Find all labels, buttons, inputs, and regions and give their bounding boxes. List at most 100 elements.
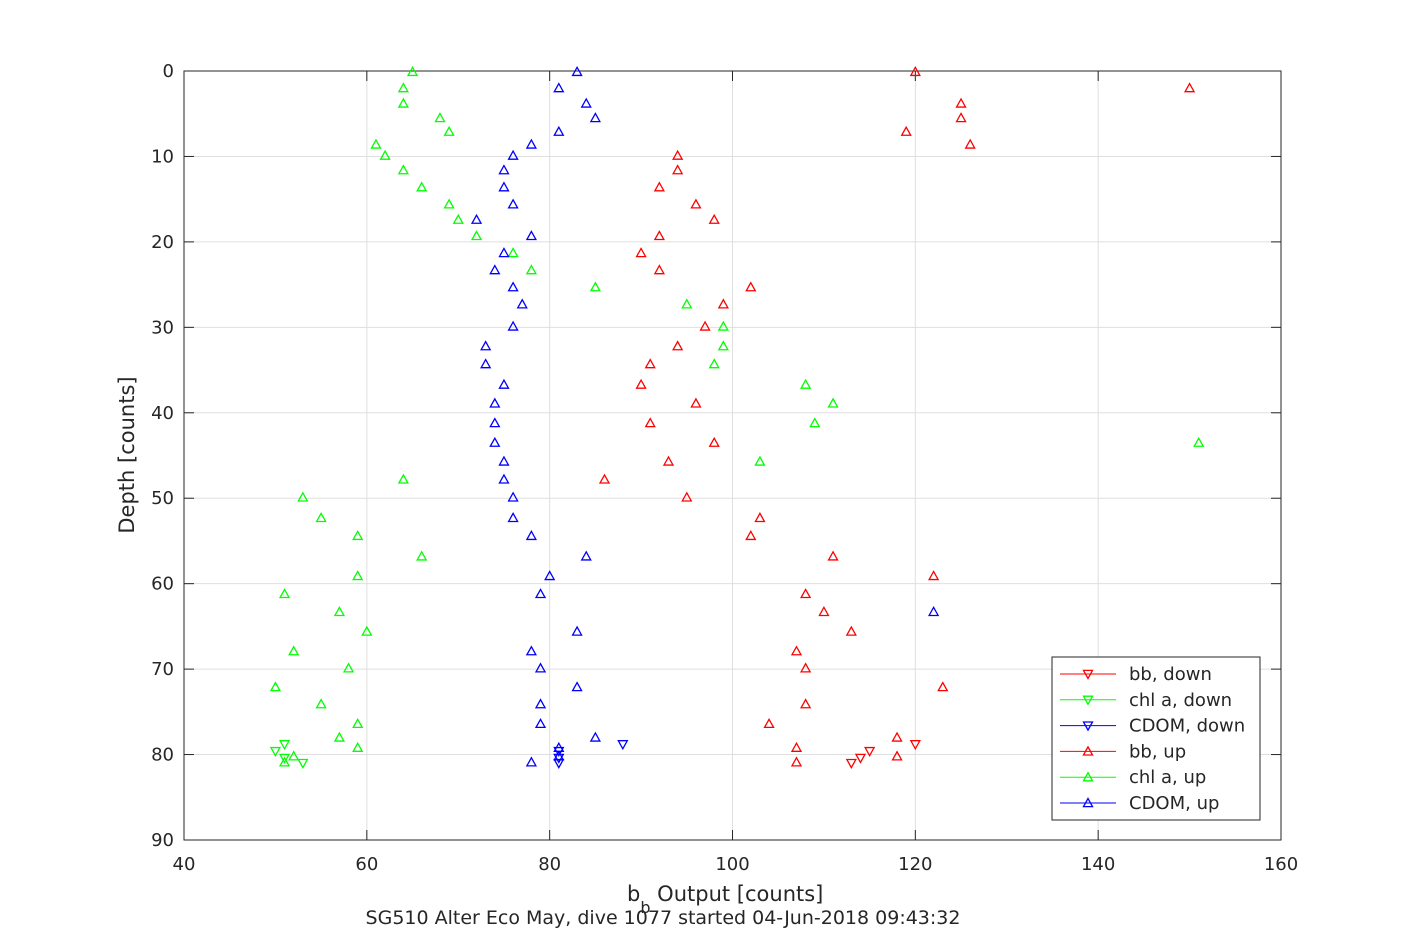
data-point xyxy=(352,741,364,752)
data-point xyxy=(342,662,355,673)
data-point xyxy=(589,112,601,123)
data-point xyxy=(1193,436,1205,447)
data-markers xyxy=(269,66,1205,769)
data-point xyxy=(653,230,665,241)
data-point xyxy=(507,320,519,331)
data-point xyxy=(333,606,346,617)
legend-label: bb, down xyxy=(1129,664,1212,685)
data-point xyxy=(754,512,766,523)
data-point xyxy=(269,746,282,757)
data-point xyxy=(397,473,410,484)
data-point xyxy=(790,645,803,656)
data-point xyxy=(708,358,720,369)
series-chl-a-down xyxy=(269,740,309,769)
data-point xyxy=(489,397,501,408)
data-point xyxy=(598,473,611,484)
data-point xyxy=(800,378,812,389)
y-tick-label: 0 xyxy=(163,61,174,82)
data-point xyxy=(681,298,693,309)
data-point xyxy=(278,756,291,767)
data-point xyxy=(525,138,537,149)
data-point xyxy=(489,436,501,447)
data-point xyxy=(315,698,327,709)
data-point xyxy=(534,588,547,599)
legend-item-cdom-down: CDOM, down xyxy=(1060,716,1245,737)
data-point xyxy=(800,698,812,709)
series-cdom-up xyxy=(470,66,940,767)
data-point xyxy=(498,455,510,466)
data-point xyxy=(653,264,665,275)
data-point xyxy=(525,529,537,541)
x-tick-label: 100 xyxy=(715,854,749,875)
data-point xyxy=(269,681,282,692)
chart-title: SG510 Alter Eco May, dive 1077 started 0… xyxy=(366,907,961,929)
x-tick-label: 140 xyxy=(1081,854,1115,875)
data-point xyxy=(690,397,702,408)
x-tick-label: 40 xyxy=(173,854,196,875)
data-point xyxy=(708,436,720,447)
y-tick-label: 80 xyxy=(151,745,174,766)
legend-label: CDOM, down xyxy=(1129,716,1245,737)
data-point xyxy=(845,625,857,636)
data-point xyxy=(352,717,364,729)
data-point xyxy=(416,550,428,561)
data-point xyxy=(544,570,556,581)
data-point xyxy=(297,491,309,502)
data-point xyxy=(525,264,537,275)
data-point xyxy=(361,625,373,636)
data-point xyxy=(955,112,967,123)
data-point xyxy=(644,358,656,369)
data-point xyxy=(498,247,510,258)
data-point xyxy=(379,149,391,160)
data-point xyxy=(470,230,483,241)
data-point xyxy=(854,753,867,764)
data-point xyxy=(717,340,729,351)
data-point xyxy=(571,66,583,77)
data-point xyxy=(589,731,601,742)
data-point xyxy=(507,198,519,209)
data-point xyxy=(717,298,729,309)
data-point xyxy=(288,645,300,656)
data-point xyxy=(653,181,665,192)
data-point xyxy=(480,340,492,351)
data-point xyxy=(553,125,565,136)
data-point xyxy=(763,717,775,729)
data-point xyxy=(352,529,364,541)
legend-item-bb-down: bb, down xyxy=(1060,664,1212,685)
data-point xyxy=(498,164,510,175)
y-tick-label: 10 xyxy=(151,146,174,167)
data-point xyxy=(397,164,410,175)
data-point xyxy=(507,491,519,502)
data-point xyxy=(507,247,519,258)
data-point xyxy=(955,97,967,108)
data-point xyxy=(580,550,592,561)
data-point xyxy=(443,198,455,209)
data-point xyxy=(937,681,949,692)
data-point xyxy=(809,417,821,428)
legend-item-chl-a-down: chl a, down xyxy=(1060,690,1232,711)
y-tick-label: 90 xyxy=(151,830,174,851)
x-axis-label: bb Output [counts] xyxy=(627,882,823,917)
data-point xyxy=(498,378,510,389)
legend-item-bb-up: bb, up xyxy=(1060,741,1186,762)
series-bb-down xyxy=(845,740,921,769)
data-point xyxy=(443,125,455,136)
data-point xyxy=(553,750,565,761)
data-point xyxy=(891,750,903,761)
y-axis-label: Depth [counts] xyxy=(115,376,139,533)
data-point xyxy=(928,570,940,581)
legend-marker xyxy=(1082,771,1094,782)
data-point xyxy=(333,731,346,742)
legend-marker xyxy=(1082,695,1094,706)
data-point xyxy=(498,181,510,192)
data-point xyxy=(452,213,464,224)
data-point xyxy=(635,247,647,258)
y-tick-label: 20 xyxy=(151,232,174,253)
y-tick-label: 70 xyxy=(151,659,174,680)
data-point xyxy=(397,82,410,93)
legend-label: CDOM, up xyxy=(1129,793,1219,814)
data-point xyxy=(534,717,547,729)
data-point xyxy=(909,66,921,77)
data-point xyxy=(754,455,766,466)
